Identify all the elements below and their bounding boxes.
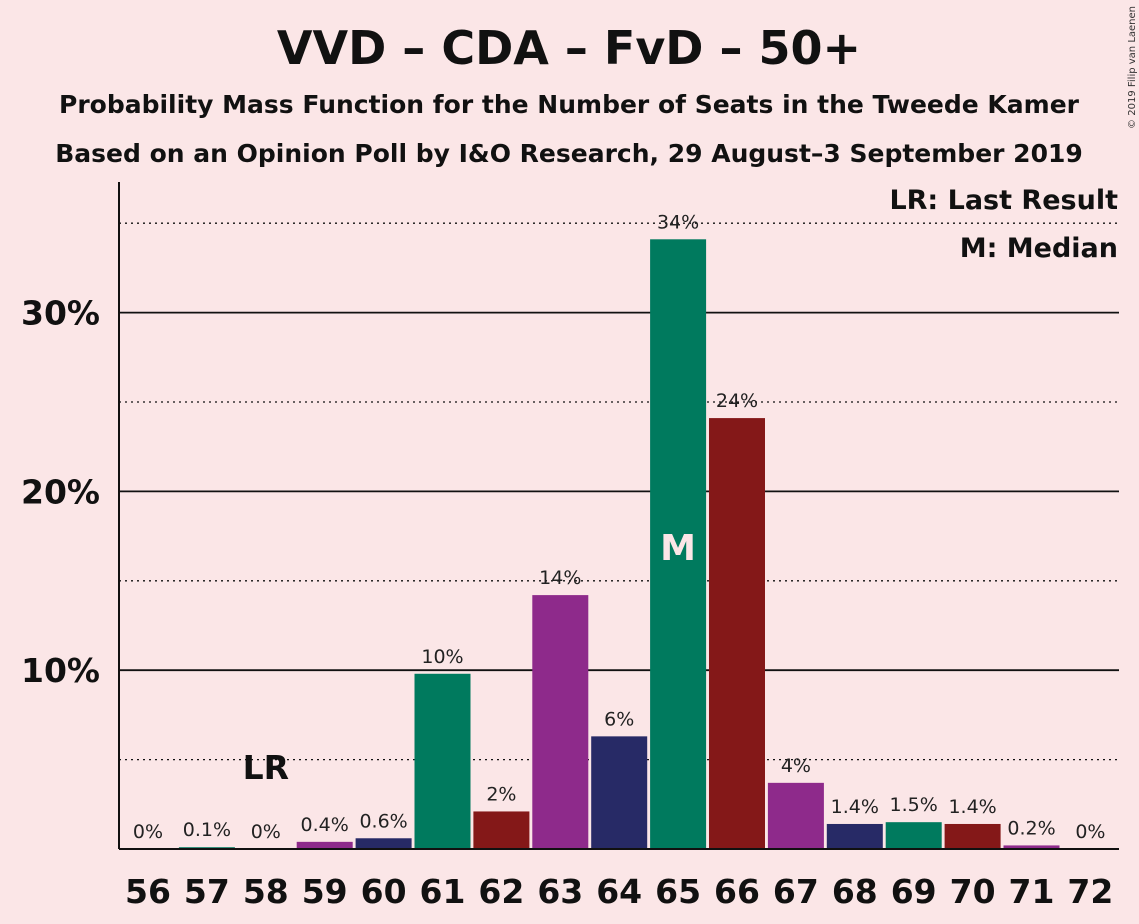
bar-value-label: 1.4% (948, 796, 996, 818)
bar-value-label: 0.2% (1007, 817, 1055, 839)
y-tick-label: 30% (21, 294, 100, 333)
y-tick-label: 20% (21, 472, 100, 511)
bar-value-label: 24% (716, 390, 758, 412)
bar-value-label: 0% (133, 821, 163, 843)
bar-seat-66 (709, 418, 765, 849)
bar-seat-70 (944, 823, 1001, 849)
bar-seat-64 (591, 736, 648, 849)
x-tick-label: 68 (832, 872, 878, 911)
bar-seat-59 (296, 841, 353, 849)
bar-seat-65 (650, 239, 707, 850)
x-tick-label: 57 (184, 872, 230, 911)
x-tick-label: 64 (596, 872, 642, 911)
bar-seat-60 (355, 838, 412, 849)
bar-value-label: 34% (657, 211, 699, 233)
bar-seat-61 (414, 673, 471, 849)
x-axis-ticks: 56 57 58 59 60 61 62 63 64 65 66 67 68 69 70 71 72 (125, 872, 1113, 911)
bar-seat-67 (767, 782, 824, 849)
x-tick-label: 70 (950, 872, 996, 911)
x-tick-label: 58 (243, 872, 289, 911)
grid-lines (119, 222, 1119, 761)
bar-value-label: 4% (781, 755, 811, 777)
x-tick-label: 60 (361, 872, 407, 911)
x-tick-label: 66 (714, 872, 760, 911)
bar-seat-68 (826, 823, 883, 849)
x-tick-label: 63 (537, 872, 583, 911)
chart-subtitle-2: Based on an Opinion Poll by I&O Research… (55, 139, 1083, 168)
y-axis-ticks: 10% 20% 30% (21, 294, 100, 691)
copyright-text: © 2019 Filip van Laenen (1127, 6, 1138, 129)
bar-value-label: 0.6% (359, 810, 407, 832)
last-result-marker: LR (243, 748, 289, 787)
bar-value-label: 6% (604, 708, 634, 730)
x-tick-label: 67 (773, 872, 819, 911)
bar-value-label: 1.4% (831, 796, 879, 818)
x-tick-label: 59 (302, 872, 348, 911)
bar-value-label: 0% (1075, 821, 1105, 843)
x-tick-label: 61 (420, 872, 466, 911)
median-marker: M (660, 528, 696, 569)
bar-value-label: 0% (251, 821, 281, 843)
x-tick-label: 71 (1009, 872, 1055, 911)
y-tick-label: 10% (21, 651, 100, 690)
bar-value-label: 1.5% (890, 794, 938, 816)
legend-last-result: LR: Last Result (889, 185, 1118, 216)
bar-seat-69 (885, 822, 942, 849)
chart-subtitle-1: Probability Mass Function for the Number… (59, 90, 1080, 119)
x-tick-label: 62 (478, 872, 524, 911)
bar-value-label: 0.4% (301, 814, 349, 836)
x-tick-label: 69 (891, 872, 937, 911)
bar-value-label: 14% (539, 567, 581, 589)
bar-value-label: 0.1% (183, 819, 231, 841)
bar-seat-71 (1003, 845, 1060, 849)
bars-group: 0% 0.1% 0% LR 0.4% 0.6% 10% 2% 14% 6% 34% M 24% 4% 1.4… (133, 211, 1105, 850)
x-tick-label: 72 (1067, 872, 1113, 911)
bar-value-label: 2% (486, 783, 516, 805)
x-tick-label: 56 (125, 872, 171, 911)
legend-median: M: Median (960, 233, 1118, 264)
x-tick-label: 65 (655, 872, 701, 911)
bar-seat-63 (532, 595, 589, 849)
bar-value-label: 10% (421, 646, 463, 668)
bar-seat-62 (473, 811, 530, 849)
chart-title: VVD – CDA – FvD – 50+ (277, 21, 861, 75)
